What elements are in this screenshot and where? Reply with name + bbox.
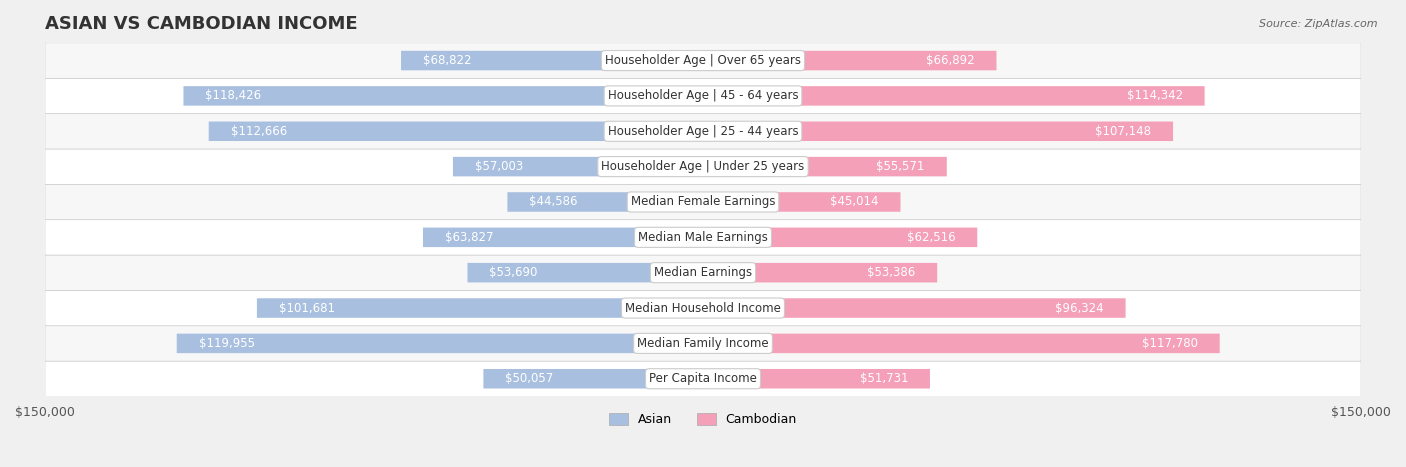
Text: Householder Age | Over 65 years: Householder Age | Over 65 years — [605, 54, 801, 67]
Text: Per Capita Income: Per Capita Income — [650, 372, 756, 385]
FancyBboxPatch shape — [177, 333, 703, 353]
Text: Median Family Income: Median Family Income — [637, 337, 769, 350]
FancyBboxPatch shape — [257, 298, 703, 318]
FancyBboxPatch shape — [45, 78, 1361, 113]
FancyBboxPatch shape — [45, 325, 1361, 361]
Text: Median Earnings: Median Earnings — [654, 266, 752, 279]
FancyBboxPatch shape — [45, 290, 1361, 326]
FancyBboxPatch shape — [703, 192, 900, 212]
Text: $63,827: $63,827 — [444, 231, 494, 244]
Text: Median Household Income: Median Household Income — [626, 302, 780, 315]
FancyBboxPatch shape — [401, 51, 703, 71]
FancyBboxPatch shape — [45, 361, 1361, 396]
Text: $118,426: $118,426 — [205, 89, 262, 102]
FancyBboxPatch shape — [423, 227, 703, 247]
FancyBboxPatch shape — [45, 149, 1361, 184]
Text: $117,780: $117,780 — [1142, 337, 1198, 350]
FancyBboxPatch shape — [45, 184, 1361, 220]
FancyBboxPatch shape — [703, 298, 1126, 318]
Text: $101,681: $101,681 — [278, 302, 335, 315]
Text: $114,342: $114,342 — [1126, 89, 1182, 102]
Text: $45,014: $45,014 — [830, 196, 879, 208]
FancyBboxPatch shape — [703, 51, 997, 71]
Text: $62,516: $62,516 — [907, 231, 955, 244]
FancyBboxPatch shape — [703, 263, 938, 283]
FancyBboxPatch shape — [183, 86, 703, 106]
Text: $96,324: $96,324 — [1054, 302, 1104, 315]
FancyBboxPatch shape — [703, 86, 1205, 106]
FancyBboxPatch shape — [453, 157, 703, 177]
FancyBboxPatch shape — [703, 227, 977, 247]
FancyBboxPatch shape — [45, 219, 1361, 255]
FancyBboxPatch shape — [703, 369, 929, 389]
Text: ASIAN VS CAMBODIAN INCOME: ASIAN VS CAMBODIAN INCOME — [45, 15, 357, 33]
Text: $53,386: $53,386 — [868, 266, 915, 279]
Text: $57,003: $57,003 — [475, 160, 523, 173]
Legend: Asian, Cambodian: Asian, Cambodian — [603, 407, 803, 432]
Text: Source: ZipAtlas.com: Source: ZipAtlas.com — [1260, 19, 1378, 28]
Text: Householder Age | 25 - 44 years: Householder Age | 25 - 44 years — [607, 125, 799, 138]
Text: $119,955: $119,955 — [198, 337, 254, 350]
FancyBboxPatch shape — [484, 369, 703, 389]
Text: Householder Age | Under 25 years: Householder Age | Under 25 years — [602, 160, 804, 173]
Text: Householder Age | 45 - 64 years: Householder Age | 45 - 64 years — [607, 89, 799, 102]
Text: $53,690: $53,690 — [489, 266, 537, 279]
FancyBboxPatch shape — [508, 192, 703, 212]
FancyBboxPatch shape — [45, 113, 1361, 149]
FancyBboxPatch shape — [45, 43, 1361, 78]
FancyBboxPatch shape — [703, 121, 1173, 141]
Text: Median Male Earnings: Median Male Earnings — [638, 231, 768, 244]
Text: $55,571: $55,571 — [876, 160, 925, 173]
Text: Median Female Earnings: Median Female Earnings — [631, 196, 775, 208]
Text: $51,731: $51,731 — [859, 372, 908, 385]
FancyBboxPatch shape — [208, 121, 703, 141]
FancyBboxPatch shape — [703, 333, 1220, 353]
Text: $50,057: $50,057 — [505, 372, 554, 385]
Text: $44,586: $44,586 — [529, 196, 578, 208]
Text: $107,148: $107,148 — [1095, 125, 1152, 138]
FancyBboxPatch shape — [467, 263, 703, 283]
Text: $112,666: $112,666 — [231, 125, 287, 138]
Text: $68,822: $68,822 — [423, 54, 471, 67]
FancyBboxPatch shape — [45, 255, 1361, 290]
Text: $66,892: $66,892 — [927, 54, 974, 67]
FancyBboxPatch shape — [703, 157, 946, 177]
